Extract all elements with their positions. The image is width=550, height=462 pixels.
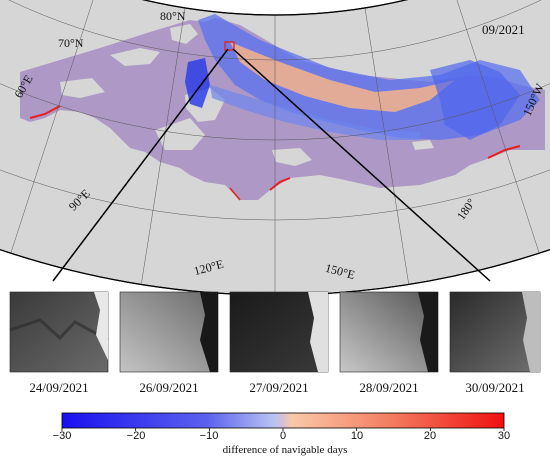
chukchi-blue (430, 60, 520, 140)
laptev-blue-streak (210, 85, 420, 140)
zoom-line-left (52, 48, 229, 282)
zoom-line-right (232, 48, 491, 282)
lat-label-70n: 70°N (58, 36, 84, 50)
map-date-stamp: 09/2021 (482, 22, 525, 37)
coast-red-4 (229, 187, 241, 201)
colorbar-tick-label: 0 (279, 430, 287, 442)
map-frame (0, 0, 550, 296)
taymyr-peninsula (155, 118, 205, 150)
colorbar-tick-label: 20 (423, 430, 437, 442)
thumbnail-date-5: 30/09/2021 (465, 380, 525, 395)
meridian-line (452, 0, 540, 254)
svalbard (110, 48, 160, 66)
coast-red-3 (269, 177, 291, 191)
thumbnail-2 (119, 291, 219, 373)
navigable-orange-band (230, 42, 455, 112)
kara-sea-blue (185, 58, 210, 108)
thumbnail-date-1: 24/09/2021 (29, 380, 89, 395)
lat-label-80n: 80°N (160, 9, 186, 23)
thumbnail-1 (9, 291, 109, 373)
colorbar-tick-label: −20 (126, 430, 146, 442)
colorbar-tick-label: −10 (199, 430, 219, 442)
novaya-zemlya (60, 78, 105, 98)
colorbar-tick-label: 10 (350, 430, 364, 442)
graticule-meridians (10, 0, 540, 295)
meridian-line (364, 7, 409, 285)
thumbnail-date-2: 26/09/2021 (139, 380, 199, 395)
colorbar-tick-label: 30 (497, 430, 511, 442)
franz-josef-land (170, 24, 198, 44)
colorbar-ticks (61, 428, 505, 431)
wrangel-island (412, 140, 434, 150)
greenland-tip (330, 14, 430, 38)
colorbar-tick-label: −30 (52, 430, 72, 442)
colorbar (61, 412, 505, 429)
meridian-line (10, 0, 98, 254)
thumbnail-date-4: 28/09/2021 (359, 380, 419, 395)
thumbnail-strip (9, 291, 541, 373)
thumbnail-date-3: 27/09/2021 (249, 380, 309, 395)
inset-box (224, 41, 235, 51)
colorbar-title: difference of navigable days (222, 444, 348, 456)
thumbnail-3 (229, 291, 329, 373)
map-layers (0, 0, 550, 295)
thumbnail-4 (339, 291, 439, 373)
meridian-line (141, 7, 186, 285)
coast-red-1 (29, 105, 61, 119)
new-siberian-islands (272, 148, 312, 166)
coast-red-2 (487, 145, 521, 159)
thumbnail-5 (449, 291, 541, 373)
